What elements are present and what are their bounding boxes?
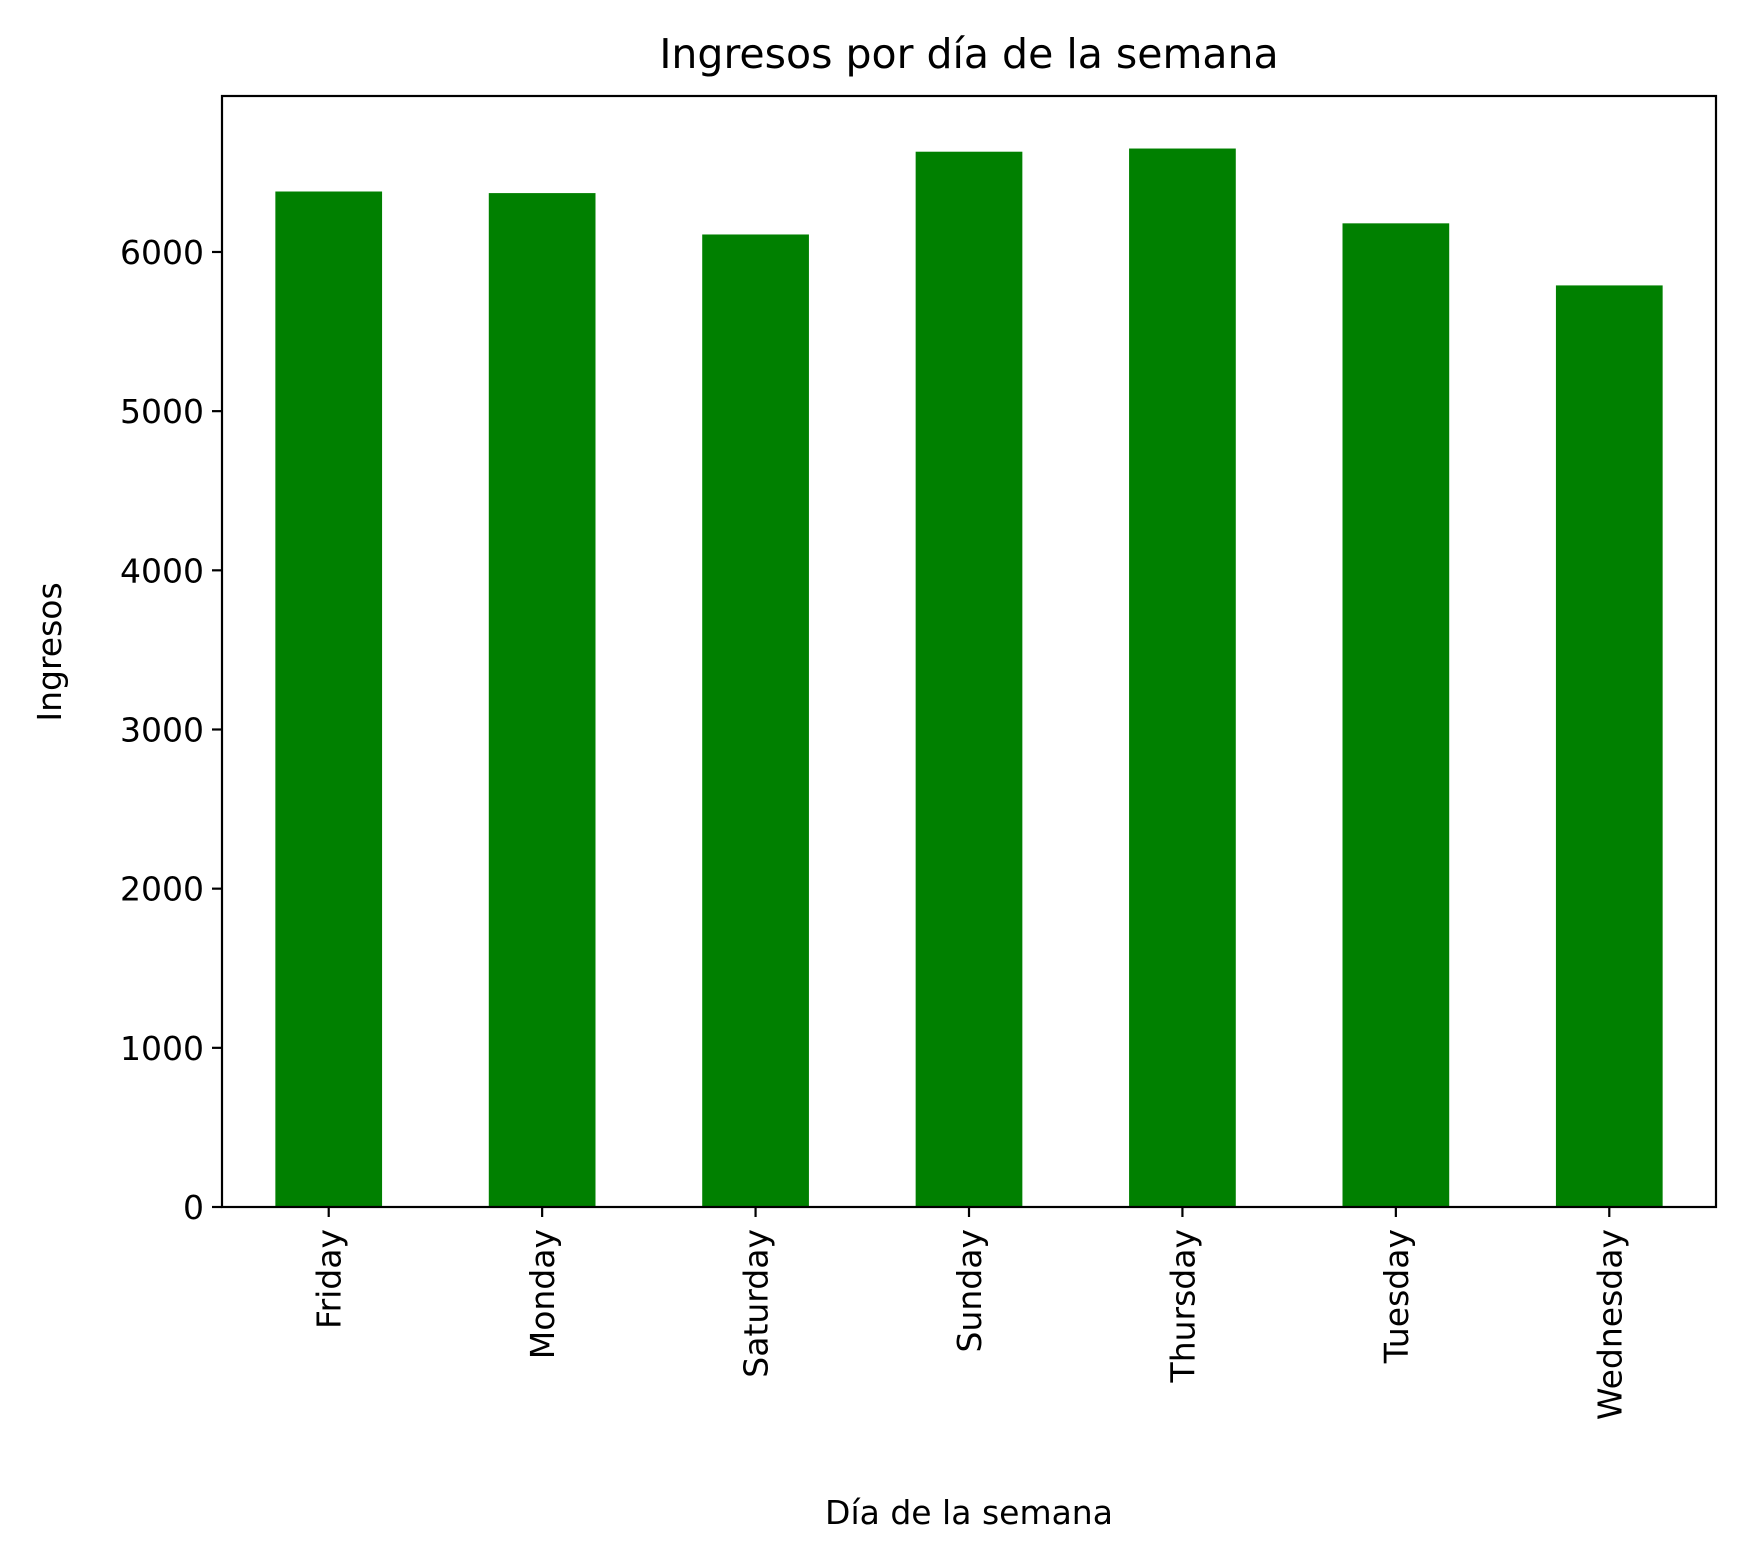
x-tick-label: Friday bbox=[310, 1229, 349, 1329]
x-axis-label: Día de la semana bbox=[825, 1493, 1113, 1532]
x-tick-label: Thursday bbox=[1163, 1229, 1202, 1383]
y-tick-label: 3000 bbox=[120, 710, 204, 749]
x-tick-label: Monday bbox=[523, 1229, 562, 1359]
x-tick-label: Sunday bbox=[950, 1229, 989, 1352]
y-tick-label: 2000 bbox=[120, 870, 204, 909]
plot-area-frame bbox=[220, 94, 1718, 1209]
x-tick-label: Saturday bbox=[737, 1229, 776, 1378]
chart-title: Ingresos por día de la semana bbox=[659, 30, 1278, 78]
ticks-group: Friday Monday Saturday Sunday Thursday Tuesda… bbox=[120, 233, 1629, 1420]
y-tick-label: 0 bbox=[183, 1188, 204, 1227]
x-tick-label: Tuesday bbox=[1377, 1229, 1416, 1364]
x-tick-label: Wednesday bbox=[1590, 1229, 1629, 1420]
bar-sunday bbox=[915, 151, 1023, 1207]
bar-thursday bbox=[1129, 148, 1236, 1208]
y-tick-label: 4000 bbox=[120, 551, 204, 590]
y-tick-label: 5000 bbox=[120, 392, 204, 431]
bar-tuesday bbox=[1342, 223, 1450, 1207]
bar-monday bbox=[488, 193, 596, 1207]
y-tick-label: 1000 bbox=[120, 1029, 204, 1068]
bar-wednesday bbox=[1555, 285, 1663, 1208]
bar-friday bbox=[275, 191, 383, 1207]
bar-saturday bbox=[702, 234, 809, 1208]
y-tick-label: 6000 bbox=[120, 233, 204, 272]
bars-group bbox=[275, 148, 1663, 1208]
y-axis-label: Ingresos bbox=[30, 582, 69, 721]
